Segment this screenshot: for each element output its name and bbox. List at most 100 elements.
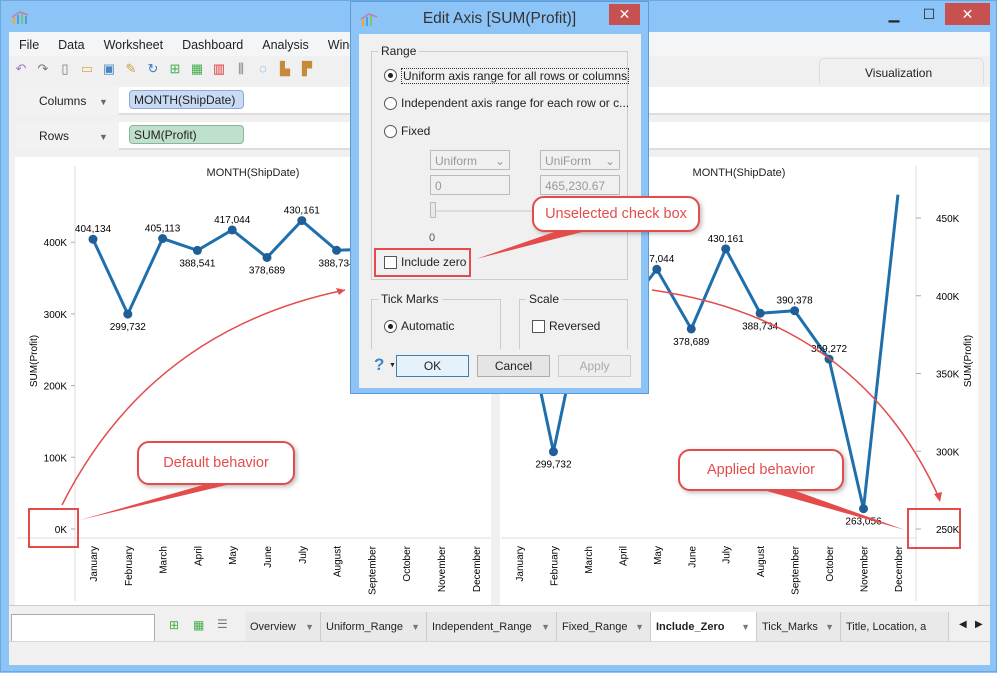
help-icon[interactable]: ? <box>374 355 385 374</box>
rows-dropdown-icon[interactable]: ▼ <box>99 132 108 142</box>
data-label: 299,732 <box>535 460 572 471</box>
undo-icon[interactable]: ↶ <box>15 61 27 76</box>
tableau-logo-icon <box>11 11 29 24</box>
data-point-may[interactable] <box>227 225 237 235</box>
sheet-tab-independent-range[interactable]: Independent_Range ▼ <box>427 612 557 642</box>
data-point-may[interactable] <box>652 264 662 274</box>
reversed-checkbox[interactable] <box>532 320 545 333</box>
data-point-july[interactable] <box>297 216 307 226</box>
uniform-radio[interactable] <box>384 69 397 82</box>
data-point-april[interactable] <box>192 245 202 255</box>
data-point-august[interactable] <box>332 245 342 255</box>
data-point-march[interactable] <box>158 234 168 244</box>
sort-descending-icon[interactable]: ▛ <box>302 61 312 76</box>
range-slider-track[interactable] <box>432 210 582 212</box>
maximize-button[interactable]: ☐ <box>922 6 936 22</box>
data-point-june[interactable] <box>262 252 272 262</box>
data-point-july[interactable] <box>721 244 731 254</box>
columns-pill[interactable]: MONTH(ShipDate) <box>129 90 244 109</box>
dialog-close-button[interactable]: ✕ <box>609 4 640 25</box>
sheet-sorter-icon[interactable]: ☰ <box>217 617 228 631</box>
refresh-icon[interactable]: ↻ <box>147 61 159 76</box>
range-slider-handle[interactable] <box>430 202 436 218</box>
new-dashboard-tab-icon[interactable]: ▦ <box>193 618 205 632</box>
redo-icon[interactable]: ↷ <box>37 61 49 76</box>
automatic-label[interactable]: Automatic <box>401 319 455 333</box>
data-point-february[interactable] <box>548 447 558 457</box>
fixed-radio[interactable] <box>384 125 397 138</box>
range-group: Range Uniform axis range for all rows or… <box>371 44 630 280</box>
cancel-button[interactable]: Cancel <box>477 355 550 377</box>
data-point-november[interactable] <box>859 504 868 514</box>
sheet-tab-menu-icon[interactable]: ▼ <box>741 622 750 632</box>
independent-radio[interactable] <box>384 97 397 110</box>
sheet-tab-uniform-range[interactable]: Uniform_Range ▼ <box>321 612 427 642</box>
include-zero-label[interactable]: Include zero <box>401 255 467 269</box>
menu-data[interactable]: Data <box>58 38 85 52</box>
sort-icon[interactable]: ◌ <box>259 61 267 76</box>
data-point-august[interactable] <box>755 308 765 318</box>
y-tick-label: 100K <box>44 453 68 464</box>
scroll-left-icon[interactable]: ◀ <box>959 619 967 630</box>
scroll-right-icon[interactable]: ▶ <box>975 619 983 630</box>
menu-file[interactable]: File <box>19 38 40 52</box>
apply-button[interactable]: Apply <box>558 355 631 377</box>
data-label: 378,689 <box>673 337 710 348</box>
start-value-input[interactable]: 0 <box>430 175 510 195</box>
sheet-tab-menu-icon[interactable]: ▼ <box>825 622 834 632</box>
independent-label[interactable]: Independent axis range for each row or c… <box>401 96 630 110</box>
sheet-tab-tick-marks[interactable]: Tick_Marks ▼ <box>757 612 841 642</box>
end-range-select[interactable]: UniForm ⌄ <box>540 150 620 170</box>
end-value-input[interactable]: 465,230.67 <box>540 175 620 195</box>
visualization-tab[interactable]: Visualization <box>819 58 984 84</box>
data-point-october[interactable] <box>824 354 834 364</box>
clear-sheet-icon[interactable]: ▥ <box>212 61 226 76</box>
ok-button[interactable]: OK <box>396 355 469 377</box>
sheet-search-input[interactable] <box>11 614 155 644</box>
new-worksheet-icon[interactable]: ⊞ <box>169 61 181 76</box>
menu-worksheet[interactable]: Worksheet <box>103 38 164 52</box>
x-tick-label: May <box>653 546 664 565</box>
reversed-label[interactable]: Reversed <box>549 319 601 333</box>
menu-analysis[interactable]: Analysis <box>262 38 309 52</box>
new-dashboard-icon[interactable]: ▦ <box>190 61 204 76</box>
x-tick-label: February <box>124 546 135 586</box>
sheet-tab-menu-icon[interactable]: ▼ <box>635 622 644 632</box>
data-point-june[interactable] <box>686 324 696 334</box>
x-tick-label: June <box>687 546 698 568</box>
x-tick-label: July <box>298 546 309 564</box>
data-source-icon[interactable]: ✎ <box>125 61 137 76</box>
data-label: 359,272 <box>811 344 848 355</box>
new-worksheet-tab-icon[interactable]: ⊞ <box>169 618 180 632</box>
scale-legend: Scale <box>526 292 563 306</box>
sheet-tab-include-zero[interactable]: Include_Zero ▼ <box>651 612 757 642</box>
new-sheet-icon[interactable]: ▯ <box>61 61 69 76</box>
uniform-label[interactable]: Uniform axis range for all rows or colum… <box>401 68 630 84</box>
open-icon[interactable]: ▭ <box>80 61 94 76</box>
x-tick-label: October <box>402 545 413 581</box>
help-dropdown-icon[interactable]: ▼ <box>389 362 396 369</box>
sheet-tab-overview[interactable]: Overview ▼ <box>245 612 321 642</box>
rows-pill[interactable]: SUM(Profit) <box>129 125 244 144</box>
sheet-tab-menu-icon[interactable]: ▼ <box>411 622 420 632</box>
automatic-radio[interactable] <box>384 320 397 333</box>
close-button[interactable]: ✕ <box>945 3 990 25</box>
save-icon[interactable]: ▣ <box>102 61 116 76</box>
data-point-september[interactable] <box>790 306 800 316</box>
sheet-tab-fixed-range[interactable]: Fixed_Range ▼ <box>557 612 651 642</box>
sheet-tab-menu-icon[interactable]: ▼ <box>305 622 314 632</box>
menu-dashboard[interactable]: Dashboard <box>182 38 244 52</box>
start-range-select[interactable]: Uniform ⌄ <box>430 150 510 170</box>
sheet-tab-title-location-a[interactable]: Title, Location, a <box>841 612 949 642</box>
include-zero-checkbox[interactable] <box>384 256 397 269</box>
sheet-tab-menu-icon[interactable]: ▼ <box>541 622 550 632</box>
data-point-january[interactable] <box>88 234 98 244</box>
columns-dropdown-icon[interactable]: ▼ <box>99 97 108 107</box>
data-label: 299,732 <box>110 322 147 333</box>
fixed-label[interactable]: Fixed <box>401 124 431 138</box>
minimize-button[interactable]: ▁ <box>888 6 900 22</box>
sort-ascending-icon[interactable]: ▙ <box>280 61 290 76</box>
right-chart-header: MONTH(ShipDate) <box>692 167 786 179</box>
data-point-february[interactable] <box>123 309 133 319</box>
swap-icon[interactable]: ⫼ <box>238 61 244 76</box>
